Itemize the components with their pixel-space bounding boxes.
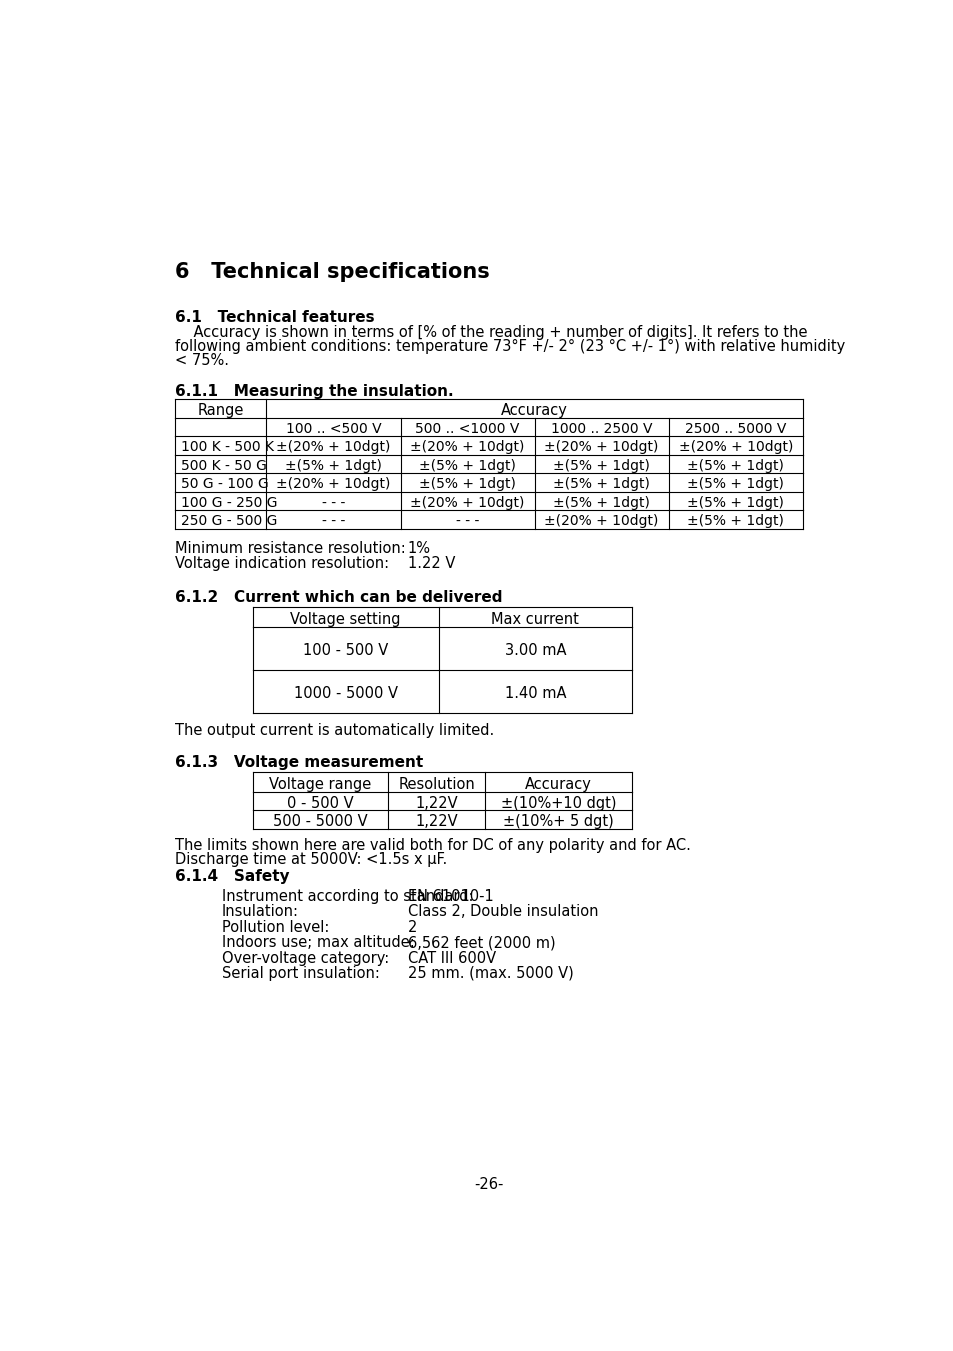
Text: Voltage setting: Voltage setting [290, 612, 400, 627]
Text: 500 K - 50 G: 500 K - 50 G [181, 458, 267, 473]
Text: - - -: - - - [321, 496, 345, 509]
Text: ±(10%+10 dgt): ±(10%+10 dgt) [500, 796, 616, 811]
Text: Instrument according to standard:: Instrument according to standard: [221, 889, 473, 904]
Text: ±(5% + 1dgt): ±(5% + 1dgt) [553, 496, 649, 509]
Text: ±(20% + 10dgt): ±(20% + 10dgt) [678, 440, 792, 454]
Text: 3.00 mA: 3.00 mA [504, 643, 565, 658]
Text: Serial port insulation:: Serial port insulation: [221, 966, 379, 981]
Text: 6.1.1   Measuring the insulation.: 6.1.1 Measuring the insulation. [174, 384, 454, 399]
Text: ±(5% + 1dgt): ±(5% + 1dgt) [553, 458, 649, 473]
Text: ±(20% + 10dgt): ±(20% + 10dgt) [410, 496, 524, 509]
Text: Voltage range: Voltage range [269, 777, 371, 792]
Text: 100 K - 500 K: 100 K - 500 K [181, 440, 274, 454]
Text: ±(5% + 1dgt): ±(5% + 1dgt) [686, 496, 783, 509]
Text: 50 G - 100 G: 50 G - 100 G [181, 477, 269, 490]
Text: 250 G - 500 G: 250 G - 500 G [181, 513, 277, 528]
Text: 6.1.4   Safety: 6.1.4 Safety [174, 869, 290, 884]
Text: ±(20% + 10dgt): ±(20% + 10dgt) [544, 440, 659, 454]
Text: - - -: - - - [321, 513, 345, 528]
Text: 2: 2 [407, 920, 416, 935]
Text: 6.1.2   Current which can be delivered: 6.1.2 Current which can be delivered [174, 590, 502, 605]
Text: ±(20% + 10dgt): ±(20% + 10dgt) [276, 440, 391, 454]
Text: The output current is automatically limited.: The output current is automatically limi… [174, 723, 494, 738]
Text: 6.1   Technical features: 6.1 Technical features [174, 309, 375, 326]
Text: 1,22V: 1,22V [415, 815, 457, 830]
Text: - - -: - - - [456, 513, 478, 528]
Text: ±(10%+ 5 dgt): ±(10%+ 5 dgt) [503, 815, 614, 830]
Text: ±(5% + 1dgt): ±(5% + 1dgt) [553, 477, 649, 490]
Text: 100 G - 250 G: 100 G - 250 G [181, 496, 277, 509]
Text: ±(5% + 1dgt): ±(5% + 1dgt) [418, 458, 516, 473]
Text: -26-: -26- [474, 1177, 503, 1192]
Text: Voltage indication resolution:: Voltage indication resolution: [174, 557, 389, 571]
Text: Discharge time at 5000V: <1.5s x μF.: Discharge time at 5000V: <1.5s x μF. [174, 852, 447, 867]
Text: Pollution level:: Pollution level: [221, 920, 329, 935]
Text: ±(5% + 1dgt): ±(5% + 1dgt) [418, 477, 516, 490]
Text: CAT III 600V: CAT III 600V [407, 951, 496, 966]
Text: ±(5% + 1dgt): ±(5% + 1dgt) [686, 477, 783, 490]
Text: following ambient conditions: temperature 73°F +/- 2° (23 °C +/- 1°) with relati: following ambient conditions: temperatur… [174, 339, 844, 354]
Text: Accuracy is shown in terms of [% of the reading + number of digits]. It refers t: Accuracy is shown in terms of [% of the … [174, 326, 806, 340]
Text: 25 mm. (max. 5000 V): 25 mm. (max. 5000 V) [407, 966, 573, 981]
Text: 100 - 500 V: 100 - 500 V [303, 643, 388, 658]
Text: 6.1.3   Voltage measurement: 6.1.3 Voltage measurement [174, 755, 423, 770]
Text: ±(20% + 10dgt): ±(20% + 10dgt) [544, 513, 659, 528]
Text: 0 - 500 V: 0 - 500 V [287, 796, 354, 811]
Text: EN 61010-1: EN 61010-1 [407, 889, 493, 904]
Text: 6,562 feet (2000 m): 6,562 feet (2000 m) [407, 935, 555, 950]
Text: Accuracy: Accuracy [525, 777, 592, 792]
Text: 1.22 V: 1.22 V [407, 557, 455, 571]
Text: Class 2, Double insulation: Class 2, Double insulation [407, 904, 598, 920]
Text: Max current: Max current [491, 612, 578, 627]
Text: Indoors use; max altitude:: Indoors use; max altitude: [221, 935, 414, 950]
Text: Minimum resistance resolution:: Minimum resistance resolution: [174, 540, 405, 557]
Text: ±(5% + 1dgt): ±(5% + 1dgt) [285, 458, 381, 473]
Text: The limits shown here are valid both for DC of any polarity and for AC.: The limits shown here are valid both for… [174, 838, 690, 854]
Text: < 75%.: < 75%. [174, 353, 229, 367]
Text: 500 .. <1000 V: 500 .. <1000 V [415, 422, 519, 435]
Text: ±(20% + 10dgt): ±(20% + 10dgt) [410, 440, 524, 454]
Text: ±(5% + 1dgt): ±(5% + 1dgt) [686, 458, 783, 473]
Text: 6   Technical specifications: 6 Technical specifications [174, 262, 489, 282]
Text: 1.40 mA: 1.40 mA [504, 686, 565, 701]
Text: 2500 .. 5000 V: 2500 .. 5000 V [684, 422, 785, 435]
Text: Insulation:: Insulation: [221, 904, 298, 920]
Text: ±(20% + 10dgt): ±(20% + 10dgt) [276, 477, 391, 490]
Text: Resolution: Resolution [397, 777, 475, 792]
Text: 100 .. <500 V: 100 .. <500 V [286, 422, 381, 435]
Text: Over-voltage category:: Over-voltage category: [221, 951, 389, 966]
Text: 1%: 1% [407, 540, 430, 557]
Text: 1000 - 5000 V: 1000 - 5000 V [294, 686, 397, 701]
Text: 500 - 5000 V: 500 - 5000 V [273, 815, 367, 830]
Text: Accuracy: Accuracy [500, 403, 567, 417]
Text: 1,22V: 1,22V [415, 796, 457, 811]
Text: ±(5% + 1dgt): ±(5% + 1dgt) [686, 513, 783, 528]
Text: 1000 .. 2500 V: 1000 .. 2500 V [551, 422, 652, 435]
Text: Range: Range [197, 403, 244, 417]
